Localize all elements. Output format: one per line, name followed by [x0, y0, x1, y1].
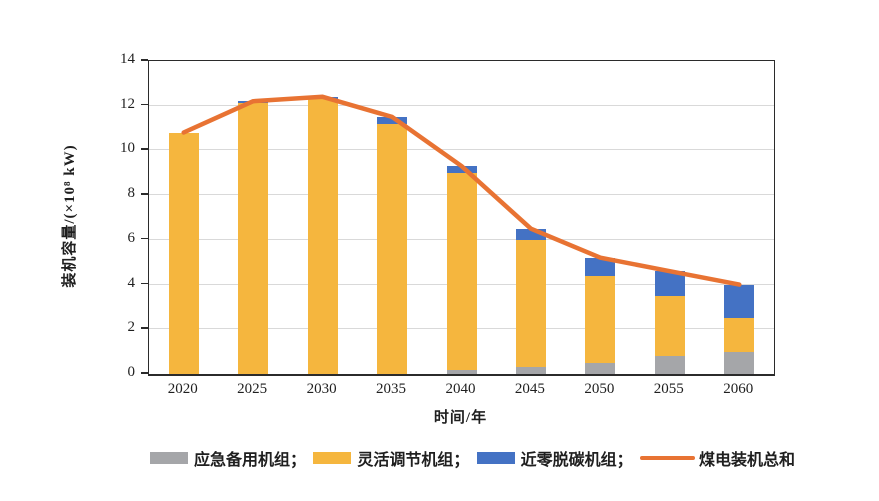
x-tick-label: 2025 — [237, 381, 268, 397]
legend-color-swatch — [150, 452, 188, 464]
bars-layer — [149, 61, 774, 374]
y-tick-mark — [141, 193, 148, 195]
bar-segment — [377, 116, 408, 124]
y-tick-mark — [141, 327, 148, 329]
bar-segment — [238, 103, 269, 374]
bar-segment — [585, 275, 616, 363]
x-tick-label: 2020 — [167, 381, 198, 397]
y-axis: 0 2 4 6 8 10 12 14 — [0, 52, 148, 380]
gridline — [149, 149, 774, 151]
bar-segment — [515, 239, 546, 368]
bar-segment — [724, 284, 755, 319]
bar-2040 — [446, 166, 477, 374]
y-tick-mark — [141, 237, 148, 240]
y-tick-label: 10 — [120, 140, 135, 157]
bar-segment — [446, 369, 477, 374]
bar-2025 — [238, 101, 269, 374]
legend-item: 近零脱碳机组； — [476, 446, 633, 470]
x-tick-label: 2050 — [584, 381, 615, 397]
bar-2055 — [654, 271, 685, 374]
legend-item: 灵活调节机组； — [313, 446, 469, 470]
y-tick-label: 2 — [127, 319, 136, 336]
y-tick-label: 8 — [127, 185, 136, 202]
plot-area — [148, 60, 775, 376]
bar-2030 — [307, 96, 338, 374]
bar-segment — [585, 257, 616, 276]
x-tick-label: 2045 — [514, 381, 545, 397]
bar-segment — [168, 132, 199, 374]
bar-segment — [515, 228, 546, 240]
legend-color-swatch — [313, 452, 352, 464]
y-tick-label: 6 — [127, 229, 136, 246]
x-tick-label: 2030 — [306, 381, 337, 397]
y-tick-mark — [141, 372, 148, 374]
bar-segment — [654, 356, 685, 374]
y-tick-label: 0 — [127, 364, 136, 380]
legend-label: 近零脱碳机组； — [520, 452, 633, 469]
bar-segment — [307, 99, 338, 374]
legend-line-swatch — [639, 455, 695, 461]
legend: 应急备用机组； 灵活调节机组； 近零脱碳机组； 煤电装机总和 — [150, 446, 795, 470]
bar-2020 — [168, 132, 199, 374]
x-tick-label: 2060 — [723, 381, 754, 397]
y-tick-label: 12 — [120, 95, 135, 112]
y-tick-mark — [141, 59, 148, 61]
legend-item: 煤电装机总和 — [639, 446, 795, 470]
bar-segment — [446, 172, 477, 370]
gridline — [149, 104, 774, 106]
bar-2060 — [724, 284, 755, 374]
bar-segment — [654, 295, 685, 357]
legend-label: 灵活调节机组； — [357, 452, 470, 469]
bar-segment — [446, 166, 477, 173]
legend-label: 煤电装机总和 — [698, 452, 795, 469]
bar-2045 — [515, 228, 546, 374]
trend-line — [181, 94, 742, 287]
y-tick-label: 14 — [120, 51, 135, 67]
y-tick-label: 4 — [127, 274, 136, 291]
bar-2050 — [585, 257, 616, 374]
x-tick-label: 2055 — [653, 381, 684, 397]
bar-segment — [585, 362, 616, 374]
bar-segment — [515, 367, 546, 374]
legend-label: 应急备用机组； — [194, 452, 307, 469]
x-axis-labels: 2020 2025 2030 2035 2040 2045 2050 2055 2060 — [148, 381, 773, 398]
x-tick-label: 2040 — [445, 381, 476, 397]
bar-segment — [377, 123, 408, 374]
y-tick-mark — [141, 103, 148, 106]
x-tick-label: 2035 — [376, 381, 407, 397]
legend-item: 应急备用机组； — [150, 446, 306, 470]
bar-2035 — [377, 116, 408, 374]
y-tick-mark — [141, 282, 148, 285]
bar-segment — [724, 351, 755, 374]
legend-color-swatch — [476, 452, 515, 464]
x-axis-title: 时间/年 — [433, 410, 488, 426]
y-tick-mark — [141, 148, 148, 150]
trend-line-svg — [181, 94, 742, 287]
bar-segment — [724, 318, 755, 352]
